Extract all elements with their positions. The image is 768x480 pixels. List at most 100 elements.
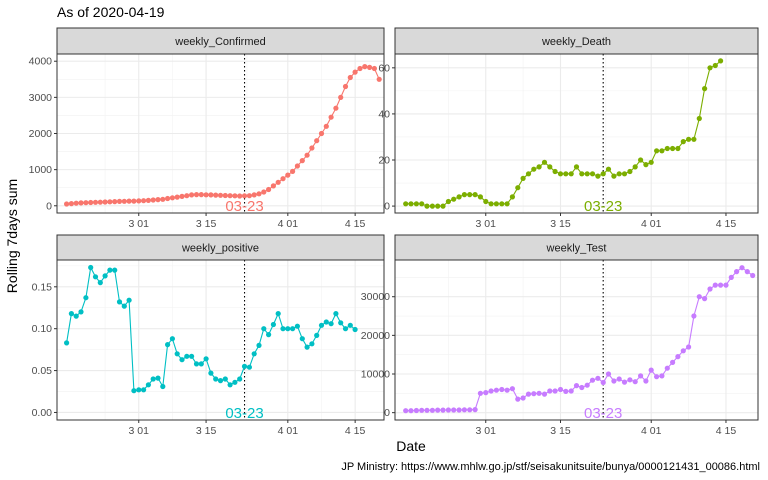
data-point [664, 365, 670, 371]
panel-weekly-confirmed: weekly_Confirmed 03-23 0 1000 2000 3000 4000 3 … [29, 27, 385, 230]
panel-border [394, 259, 759, 421]
data-point [136, 387, 142, 393]
data-point [605, 166, 612, 172]
y-tick-label: 0.15 [32, 281, 53, 293]
y-tick-label: 0 [46, 200, 52, 212]
data-point [246, 193, 252, 199]
data-point [131, 388, 137, 394]
data-point [419, 201, 425, 207]
data-point [467, 407, 473, 413]
data-point [112, 199, 118, 205]
data-point [64, 340, 70, 346]
facet-strip [394, 27, 759, 55]
data-point [97, 199, 103, 205]
data-point [536, 390, 542, 396]
data-point [141, 198, 147, 204]
data-point [531, 166, 537, 172]
caption: JP Ministry: https://www.mhlw.go.jp/stf/… [341, 461, 760, 473]
data-point [643, 378, 649, 384]
data-point [483, 390, 489, 396]
data-point [488, 201, 494, 207]
data-point [515, 185, 521, 191]
data-point [413, 201, 419, 207]
data-point [691, 136, 697, 142]
data-point [419, 407, 425, 413]
data-point [632, 164, 638, 170]
data-point [126, 198, 132, 204]
data-point [227, 382, 233, 388]
data-point [261, 189, 267, 195]
data-point [568, 171, 574, 177]
data-point [145, 382, 151, 388]
data-point [189, 353, 195, 359]
data-point [499, 201, 505, 207]
data-point [493, 387, 499, 393]
data-point [686, 136, 692, 142]
data-point [541, 391, 548, 397]
x-tick-label: 4 15 [716, 218, 737, 230]
data-point [680, 348, 686, 354]
data-point [547, 388, 553, 394]
facet-strip [56, 234, 385, 261]
data-point [280, 326, 286, 332]
data-point [504, 201, 510, 207]
data-point [616, 171, 622, 177]
data-point [179, 357, 185, 363]
data-point [627, 377, 633, 383]
data-point [520, 175, 526, 181]
data-point [160, 383, 166, 390]
data-point [440, 407, 446, 413]
data-point [275, 179, 281, 185]
data-point [299, 158, 305, 164]
data-point [691, 313, 697, 319]
data-point [552, 168, 558, 175]
data-point [112, 267, 118, 273]
data-point [121, 198, 127, 204]
y-tick-label: 2000 [29, 128, 53, 140]
data-point [290, 326, 296, 332]
facet-strip [56, 27, 385, 55]
data-point [461, 407, 467, 413]
data-point [739, 265, 745, 271]
data-point [611, 378, 617, 384]
data-point [203, 192, 209, 198]
data-point [213, 376, 219, 382]
data-point [217, 378, 224, 384]
panel-weekly-death: weekly_Death 03-23 0 20 40 60 3 01 3 15 4 01 4 15 [378, 27, 759, 230]
data-point [73, 313, 79, 319]
x-tick-label: 3 01 [129, 218, 150, 230]
data-point [472, 192, 478, 198]
data-point [429, 203, 435, 209]
data-point [403, 408, 409, 414]
data-point [285, 172, 291, 178]
data-point [750, 272, 756, 279]
data-point [304, 152, 310, 158]
data-point [160, 196, 166, 202]
x-tick-label: 4 01 [278, 218, 299, 230]
data-point [589, 377, 596, 383]
x-tick-label: 3 15 [550, 218, 571, 230]
data-point [290, 168, 296, 174]
data-point [621, 171, 628, 177]
data-point [718, 58, 724, 64]
data-point [266, 332, 272, 338]
data-point [88, 264, 94, 271]
x-tick-label: 4 15 [345, 218, 366, 230]
data-point [659, 148, 665, 154]
data-point [246, 364, 252, 370]
data-point [222, 192, 228, 199]
x-tick-label: 4 01 [641, 218, 662, 230]
y-tick-label: 3000 [29, 92, 53, 104]
data-point [217, 192, 224, 198]
data-point [102, 199, 108, 205]
data-point [440, 203, 446, 209]
data-point [294, 323, 300, 329]
data-point [547, 164, 553, 170]
data-point [648, 367, 654, 373]
data-point [536, 164, 542, 170]
data-point [579, 384, 585, 391]
panel-weekly-test: weekly_Test 03-23 0 10000 20000 30000 3 01 3 15… [361, 234, 759, 437]
data-point [241, 193, 248, 199]
data-point [208, 192, 214, 198]
data-point [707, 65, 713, 71]
